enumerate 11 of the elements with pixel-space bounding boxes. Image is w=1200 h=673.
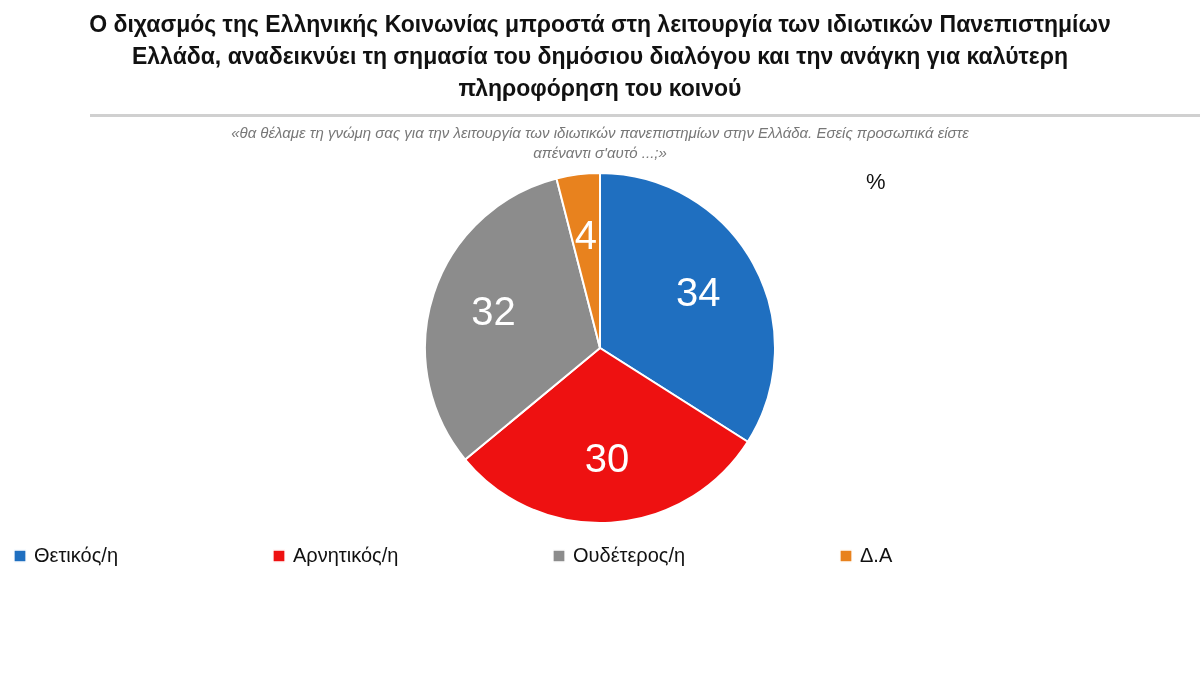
legend-label: Αρνητικός/η xyxy=(293,544,399,566)
legend-label: Δ.Α xyxy=(860,544,893,566)
legend-label: Ουδέτερος/η xyxy=(573,544,686,566)
data-label: 34 xyxy=(675,270,721,315)
chart-subtitle: «θα θέλαμε τη γνώμη σας για την λειτουργία των ιδιωτικών πανεπιστημίων στην Ελλάδα. Εσείς προσωπικά είστε απέναντι σ'αυτό ...;» xyxy=(230,123,970,163)
text: % xyxy=(866,169,886,195)
legend-label: Θετικός/η xyxy=(34,544,119,566)
data-label: 4 xyxy=(574,212,598,257)
chart-title: Ο διχασμός της Ελληνικής Κοινωνίας μπροστά στη λειτουργία των ιδιωτικών Πανεπιστημίων Ελλάδα, αναδεικνύει τη σημασία του δημόσιου διαλόγου και την ανάγκη για καλύτερη πληροφόρηση του κοινού xyxy=(88,10,1112,103)
data-label: 30 xyxy=(584,435,630,480)
data-label: 32 xyxy=(471,289,516,334)
